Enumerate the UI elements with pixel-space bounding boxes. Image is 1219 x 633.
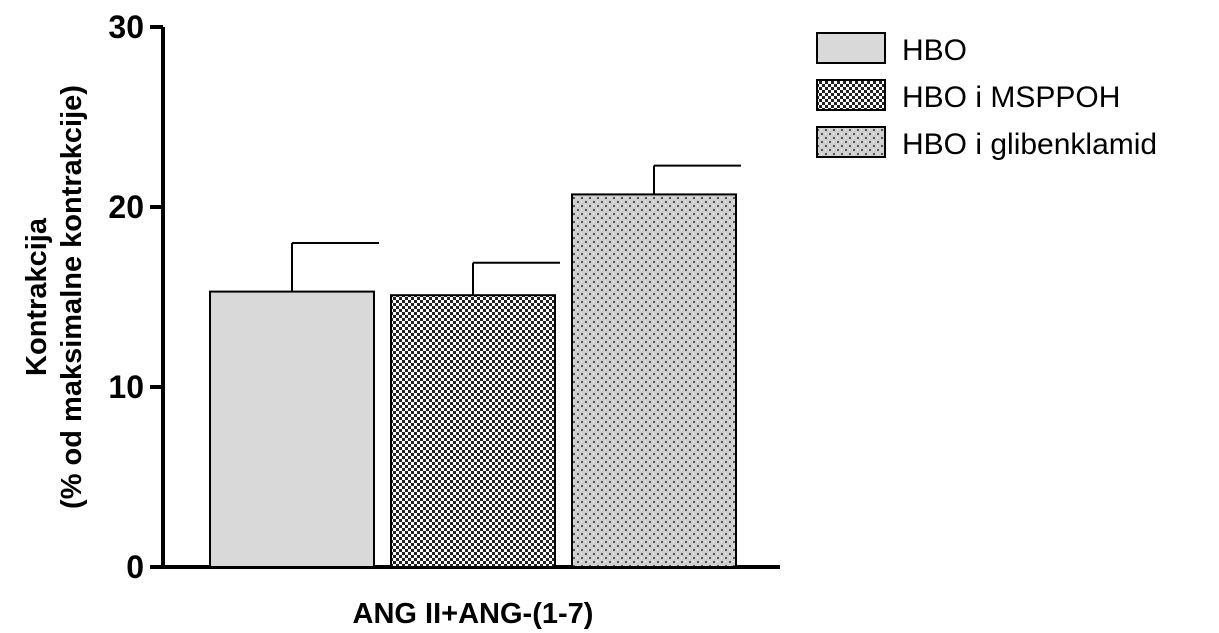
bars bbox=[209, 193, 737, 568]
legend-label: HBO bbox=[902, 34, 967, 67]
y-axis-title-line1: Kontrakcija bbox=[21, 217, 53, 376]
bar bbox=[571, 193, 737, 568]
error-bars bbox=[291, 164, 741, 296]
y-tick-label: 20 bbox=[108, 189, 144, 225]
y-tick-label: 30 bbox=[108, 9, 144, 45]
y-tick-label: 10 bbox=[108, 369, 144, 405]
legend: HBO HBO i MSPPOH HBO i glibenklamid bbox=[816, 32, 1157, 161]
legend-swatch bbox=[816, 126, 886, 158]
legend-label: HBO i MSPPOH bbox=[902, 81, 1120, 114]
x-axis-title: ANG II+ANG-(1-7) bbox=[353, 598, 594, 630]
legend-swatch bbox=[816, 32, 886, 64]
y-axis-title-line2: (% od maksimalne kontrakcije) bbox=[56, 85, 88, 509]
legend-swatch bbox=[816, 79, 886, 111]
bar bbox=[209, 290, 375, 568]
y-tick-label: 0 bbox=[126, 549, 144, 585]
bar bbox=[390, 294, 556, 568]
y-ticks: 0 10 20 30 bbox=[108, 9, 163, 585]
legend-label: HBO i glibenklamid bbox=[902, 128, 1157, 161]
